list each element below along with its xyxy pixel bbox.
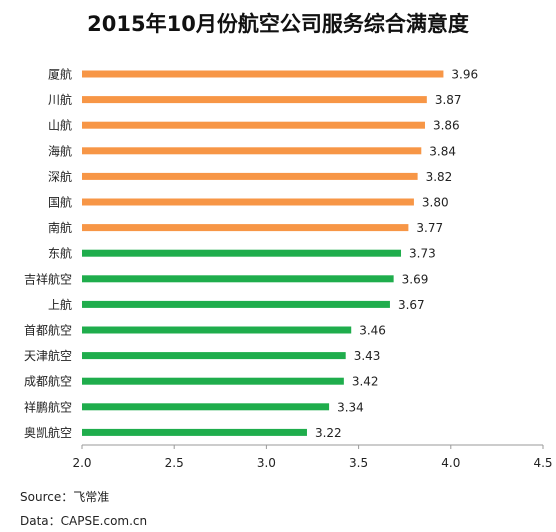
bar xyxy=(82,121,425,129)
bar xyxy=(82,326,352,334)
data-label: 3.87 xyxy=(435,93,462,107)
x-tick-label: 4.0 xyxy=(441,456,460,470)
x-tick-label: 2.0 xyxy=(72,456,91,470)
bar xyxy=(82,198,414,206)
category-label: 奥凯航空 xyxy=(24,425,72,440)
bar xyxy=(82,352,346,360)
category-label: 厦航 xyxy=(48,67,72,82)
data-label: 3.34 xyxy=(337,400,364,414)
data-label: 3.96 xyxy=(451,68,478,82)
data-label: 3.46 xyxy=(359,324,386,338)
category-label: 东航 xyxy=(48,246,72,261)
bar xyxy=(82,275,394,283)
bar xyxy=(82,300,390,308)
bar xyxy=(82,96,427,104)
x-axis: 2.0 2.5 3.0 3.5 4.0 4.5 xyxy=(72,444,553,470)
data-label: 3.73 xyxy=(409,247,436,261)
data-label: 3.77 xyxy=(416,221,443,235)
category-label: 国航 xyxy=(48,195,72,210)
bar xyxy=(82,428,307,436)
category-label: 南航 xyxy=(48,220,72,235)
category-label: 川航 xyxy=(48,92,72,107)
category-label: 首都航空 xyxy=(24,323,72,338)
category-label: 吉祥航空 xyxy=(24,271,72,286)
bar xyxy=(82,70,444,78)
category-label: 海航 xyxy=(48,143,72,158)
category-label: 天津航空 xyxy=(24,348,72,363)
data-note: Data：CAPSE.com.cn xyxy=(20,514,148,528)
x-tick-label: 3.0 xyxy=(257,456,276,470)
bar xyxy=(82,377,344,385)
data-label: 3.42 xyxy=(352,375,379,389)
bar xyxy=(82,249,402,257)
data-label: 3.86 xyxy=(433,119,460,133)
data-label: 3.67 xyxy=(398,298,425,312)
data-label: 3.22 xyxy=(315,426,342,440)
category-label: 山航 xyxy=(48,118,72,133)
data-label: 3.82 xyxy=(426,170,453,184)
chart-title: 2015年10月份航空公司服务综合满意度 xyxy=(87,12,469,36)
category-label: 成都航空 xyxy=(24,374,72,389)
data-label: 3.80 xyxy=(422,196,449,210)
x-tick-label: 3.5 xyxy=(349,456,368,470)
bar xyxy=(82,403,330,411)
x-tick-label: 2.5 xyxy=(165,456,184,470)
category-label: 祥鹏航空 xyxy=(24,399,72,414)
category-label: 深航 xyxy=(48,169,72,184)
data-label: 3.84 xyxy=(429,144,456,158)
bar xyxy=(82,224,409,232)
bar xyxy=(82,172,418,180)
x-tick-label: 4.5 xyxy=(533,456,552,470)
data-label: 3.43 xyxy=(354,349,381,363)
source-note: Source：飞常准 xyxy=(20,490,110,504)
data-label: 3.69 xyxy=(402,272,429,286)
bar xyxy=(82,147,422,155)
category-label: 上航 xyxy=(48,297,72,312)
bars-layer: 厦航 3.96 川航 3.87 山航 3.86 海航 3.84 深航 3.82 国航 3.80 南航 3.… xyxy=(24,67,478,440)
